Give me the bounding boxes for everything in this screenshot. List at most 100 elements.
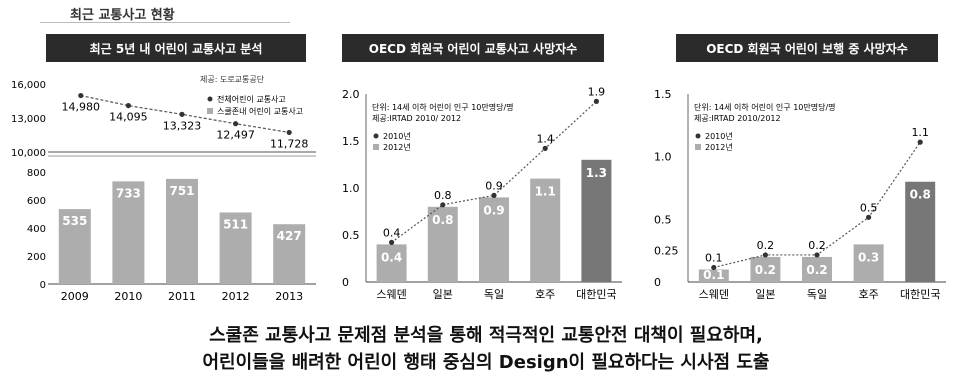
legend-label: 2010년 [383,131,411,141]
bar [802,256,832,282]
legend-marker-bar [695,144,701,150]
chart-title: OECD 회원국 어린이 보행 중 사망자수 [706,41,908,56]
bar [698,269,729,282]
legend-label: 2010년 [705,131,733,141]
line-point [389,239,395,245]
bar-value-label: 0.3 [858,250,879,264]
x-tick-label: 호주 [858,288,878,301]
bar-value-label: 0.1 [703,268,724,282]
y-tick-label: 10,000 [11,148,46,159]
line-value-label: 0.9 [485,179,503,192]
line-point [233,121,239,127]
y-tick-label: 0.25 [654,245,679,258]
unit-note: 단위: 14세 이하 어린이 인구 10만명당/명 [694,102,836,112]
line-value-label: 0.2 [808,239,826,252]
y-tick-label: 600 [27,196,46,207]
x-tick-label: 2012 [222,290,250,303]
bar-value-label: 535 [62,214,87,228]
x-tick-label: 2013 [275,290,303,303]
source-note: 제공:IRTAD 2010/ 2012 [372,114,461,123]
bar-value-label: 1.1 [535,185,556,199]
y-tick-label: 1.5 [654,88,672,101]
y-tick-label: 800 [27,168,46,179]
line-value-label: 0.1 [705,251,723,264]
line-point [125,102,131,109]
bar [58,209,91,284]
line-value-label: 1.9 [588,85,606,98]
x-tick-label: 스웨덴 [699,288,729,301]
x-tick-label: 스웨덴 [376,288,406,301]
line-value-label: 11,728 [270,137,309,150]
x-tick-label: 일본 [755,287,775,301]
bar-value-label: 427 [277,229,302,243]
bar [273,224,306,284]
unit-note: 단위: 14세 이하 어린이 인구 10만명당/명 [372,102,514,112]
legend-marker-line [695,133,701,139]
bar [581,159,612,282]
bar-value-label: 511 [223,217,248,231]
line-value-label: 0.4 [383,226,401,239]
y-tick-label: 1.0 [654,151,672,164]
y-tick-label: 13,000 [11,114,46,125]
y-tick-label: 0.5 [654,213,672,226]
bar-value-label: 0.9 [483,203,504,217]
x-tick-label: 2010 [114,290,142,303]
bar-value-label: 0.2 [755,263,776,277]
x-tick-label: 호주 [535,288,555,301]
x-tick-label: 일본 [433,287,453,301]
bar [530,178,561,282]
bar [853,244,884,282]
bar-value-label: 0.8 [910,188,931,202]
legend-marker-line [373,133,379,139]
line-value-label: 13,323 [163,119,202,132]
legend-label: 스쿨존내 어린이 교통사고 [217,106,303,116]
legend-marker-bar [373,144,379,150]
y-tick-label: 2.0 [342,88,360,101]
y-tick-label: 0 [40,280,46,291]
line-value-label: 1.4 [536,132,554,145]
chart-title: OECD 회원국 어린이 교통사고 사망자수 [369,41,577,56]
chart-title: 최근 5년 내 어린이 교통사고 분석 [90,41,263,56]
chart-title-bar [342,34,604,62]
source-note: 제공:IRTAD 2010/2012 [694,114,781,123]
y-tick-label: 400 [27,224,46,235]
line-point [866,214,872,220]
line-value-label: 1.1 [911,126,929,139]
conclusion-line-1: 스쿨존 교통사고 문제점 분석을 통해 적극적인 교통안전 대책이 필요하며, [209,325,763,346]
trend-line [391,100,597,243]
line-point [491,192,497,198]
bar [905,181,936,282]
line-value-label: 0.5 [860,201,878,214]
line-value-label: 14,095 [109,111,148,124]
y-tick-label: 0 [342,276,349,289]
bar-value-label: 0.4 [381,250,402,264]
line-point [762,252,768,258]
line-point [593,98,599,104]
legend-marker-bar [207,108,213,114]
bar [750,256,781,282]
legend-label: 2012년 [383,142,411,152]
x-tick-label: 2009 [61,290,89,303]
bar [166,178,198,284]
bar [376,244,407,282]
oecd-pedestrian-chart: OECD 회원국 어린이 보행 중 사망자수 1.5 1.0 0.5 0.25 0 단위: … [654,34,946,301]
bar-value-label: 0.2 [806,263,827,277]
line-value-label: 14,980 [62,101,101,114]
y-tick-label: 16,000 [11,80,46,91]
bar-value-label: 0.8 [432,213,453,227]
legend-label: 전체어린이 교통사고 [217,94,286,104]
line-point [78,92,84,99]
line-point [440,202,446,208]
x-tick-label: 대한민국 [576,288,616,301]
line-value-label: 0.8 [434,189,452,202]
bar [427,206,458,282]
legend-marker-line [207,96,213,102]
line-value-label: 0.2 [757,239,775,252]
line-point [179,111,185,117]
y-tick-label: 0 [654,276,661,289]
bar-value-label: 1.3 [586,166,607,180]
bar [112,181,145,284]
chart-title-bar [676,34,938,62]
oecd-fatality-chart: OECD 회원국 어린이 교통사고 사망자수 2.0 1.5 1.0 0.5 0 단위: 1… [342,34,622,301]
